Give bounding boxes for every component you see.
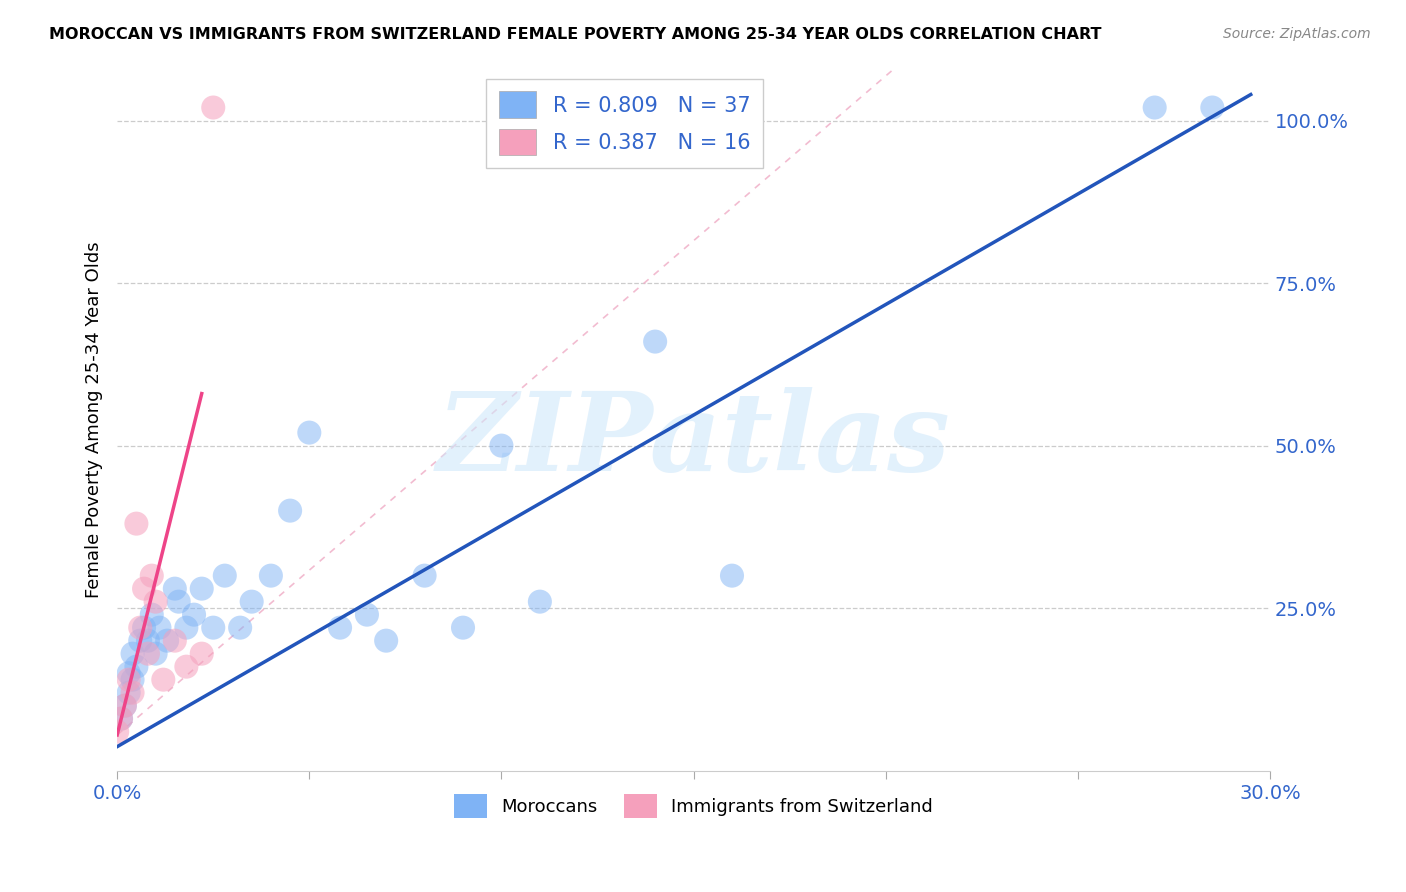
Point	[190, 647, 212, 661]
Point	[202, 621, 225, 635]
Point	[105, 724, 128, 739]
Point	[298, 425, 321, 440]
Point	[644, 334, 666, 349]
Point	[136, 647, 159, 661]
Point	[229, 621, 252, 635]
Point	[240, 594, 263, 608]
Point	[125, 659, 148, 673]
Text: Source: ZipAtlas.com: Source: ZipAtlas.com	[1223, 27, 1371, 41]
Text: MOROCCAN VS IMMIGRANTS FROM SWITZERLAND FEMALE POVERTY AMONG 25-34 YEAR OLDS COR: MOROCCAN VS IMMIGRANTS FROM SWITZERLAND …	[49, 27, 1102, 42]
Point	[145, 647, 167, 661]
Point	[132, 621, 155, 635]
Point	[145, 594, 167, 608]
Point	[110, 712, 132, 726]
Point	[721, 568, 744, 582]
Point	[329, 621, 352, 635]
Point	[183, 607, 205, 622]
Y-axis label: Female Poverty Among 25-34 Year Olds: Female Poverty Among 25-34 Year Olds	[86, 242, 103, 598]
Point	[110, 712, 132, 726]
Point	[356, 607, 378, 622]
Point	[136, 633, 159, 648]
Point	[148, 621, 170, 635]
Text: ZIPatlas: ZIPatlas	[437, 387, 950, 494]
Point	[141, 568, 163, 582]
Point	[132, 582, 155, 596]
Point	[121, 673, 143, 687]
Point	[152, 673, 174, 687]
Point	[129, 621, 152, 635]
Point	[202, 101, 225, 115]
Point	[1143, 101, 1166, 115]
Point	[214, 568, 236, 582]
Point	[451, 621, 474, 635]
Point	[190, 582, 212, 596]
Point	[163, 633, 186, 648]
Point	[167, 594, 190, 608]
Point	[176, 659, 198, 673]
Point	[114, 698, 136, 713]
Point	[125, 516, 148, 531]
Legend: Moroccans, Immigrants from Switzerland: Moroccans, Immigrants from Switzerland	[447, 788, 941, 825]
Point	[118, 686, 141, 700]
Point	[529, 594, 551, 608]
Point	[129, 633, 152, 648]
Point	[278, 503, 301, 517]
Point	[163, 582, 186, 596]
Point	[375, 633, 398, 648]
Point	[413, 568, 436, 582]
Point	[156, 633, 179, 648]
Point	[118, 666, 141, 681]
Point	[1201, 101, 1223, 115]
Point	[114, 698, 136, 713]
Point	[491, 439, 513, 453]
Point	[121, 686, 143, 700]
Point	[260, 568, 283, 582]
Point	[118, 673, 141, 687]
Point	[176, 621, 198, 635]
Point	[121, 647, 143, 661]
Point	[141, 607, 163, 622]
